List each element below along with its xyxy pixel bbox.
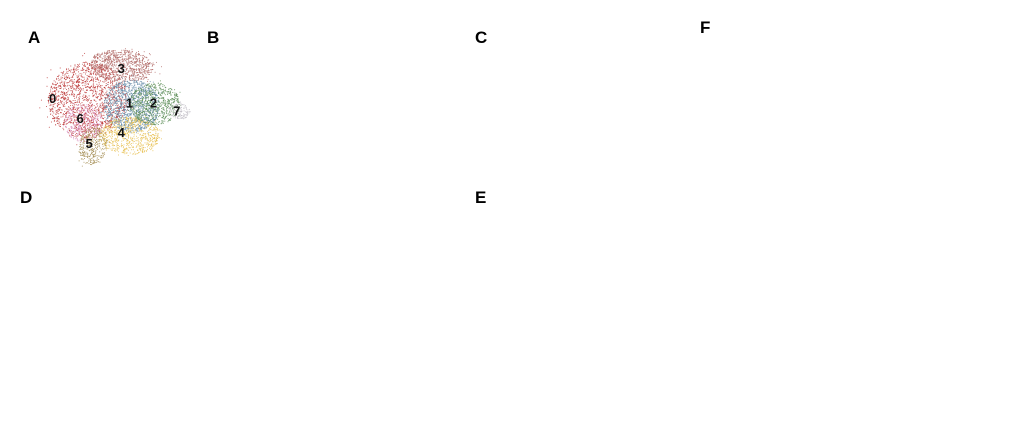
svg-text:7: 7 (173, 104, 180, 119)
svg-text:3: 3 (118, 61, 125, 76)
svg-text:2: 2 (150, 96, 157, 111)
svg-text:0: 0 (49, 91, 56, 106)
svg-text:4: 4 (118, 125, 126, 140)
svg-text:6: 6 (76, 111, 83, 126)
svg-text:5: 5 (85, 136, 92, 151)
svg-text:1: 1 (126, 96, 133, 111)
